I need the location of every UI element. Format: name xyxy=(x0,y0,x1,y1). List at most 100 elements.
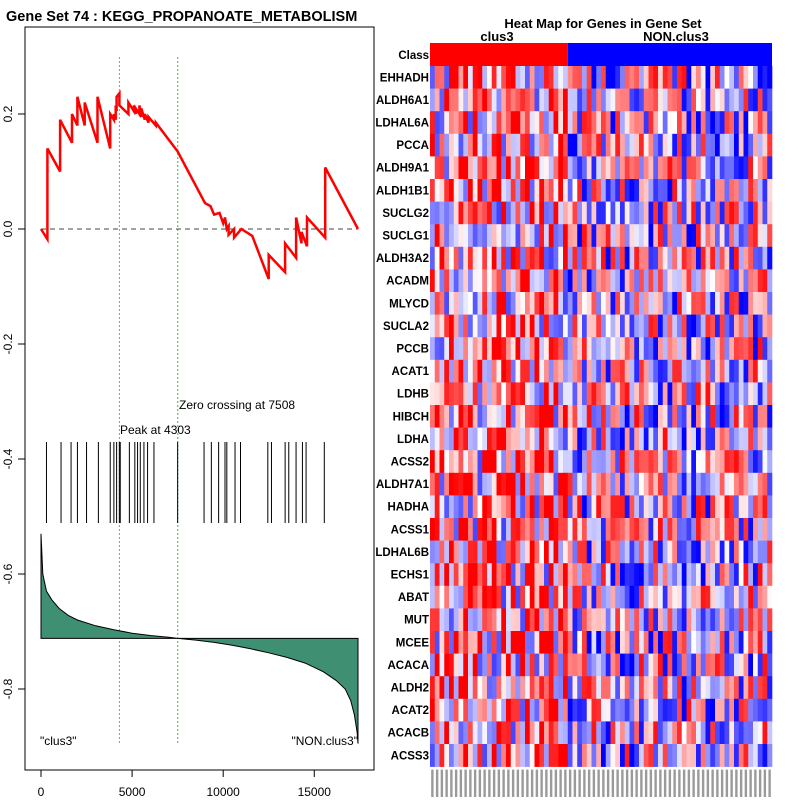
heatmap-cell xyxy=(662,337,668,361)
heatmap-cell xyxy=(591,269,597,293)
heatmap-cell xyxy=(444,518,450,541)
heatmap-cell xyxy=(439,427,445,451)
heatmap-cell xyxy=(439,563,445,587)
heatmap-cell xyxy=(767,88,773,112)
heatmap-cell xyxy=(719,450,725,474)
heatmap-cell xyxy=(734,292,740,315)
heatmap-cell xyxy=(729,427,735,451)
heatmap-cell xyxy=(553,88,559,112)
heatmap-cell xyxy=(615,495,621,519)
heatmap-cell xyxy=(748,585,754,609)
heatmap-cell xyxy=(677,201,683,225)
heatmap-cell xyxy=(691,540,697,564)
heatmap-cell xyxy=(444,292,450,315)
heatmap-cell xyxy=(629,563,635,587)
heatmap-cell xyxy=(586,744,592,767)
heatmap-cell xyxy=(506,337,512,361)
heatmap-cell xyxy=(496,744,502,767)
heatmap-cell xyxy=(577,563,583,587)
heatmap-cell xyxy=(667,653,673,677)
heatmap-cell xyxy=(463,563,469,587)
heatmap-cell xyxy=(753,246,759,270)
heatmap-cell xyxy=(738,450,744,474)
heatmap-cell xyxy=(501,88,507,112)
heatmap-cell xyxy=(458,359,464,383)
heatmap-cell xyxy=(601,292,607,315)
heatmap-cell xyxy=(525,179,531,202)
heatmap-cell xyxy=(710,495,716,519)
heatmap-cell xyxy=(491,292,497,315)
heatmap-cell xyxy=(544,450,550,474)
heatmap-cell xyxy=(648,585,654,609)
heatmap-cell xyxy=(572,246,578,270)
heatmap-cell xyxy=(729,495,735,519)
heatmap-cell xyxy=(582,472,588,496)
heatmap-cell xyxy=(539,314,545,338)
heatmap-cell xyxy=(696,246,702,270)
heatmap-cell xyxy=(624,133,630,157)
heatmap-cell xyxy=(615,721,621,745)
heatmap-cell xyxy=(696,66,702,89)
heatmap-cell xyxy=(572,608,578,632)
heatmap-cell xyxy=(468,472,474,496)
heatmap-cell xyxy=(506,314,512,338)
heatmap-cell xyxy=(563,698,569,722)
heatmap-cell xyxy=(558,314,564,338)
heatmap-cell xyxy=(477,698,483,722)
heatmap-cell xyxy=(520,224,526,248)
heatmap-cell xyxy=(724,88,730,112)
heatmap-cell xyxy=(463,450,469,474)
heatmap-cell xyxy=(544,337,550,361)
y-tick-label: -0.8 xyxy=(1,678,15,699)
heatmap-cell xyxy=(430,585,436,609)
heatmap-cell xyxy=(700,518,706,541)
heatmap-cell xyxy=(677,156,683,180)
heatmap-cell xyxy=(677,563,683,587)
y-tick-label: 0.2 xyxy=(1,105,15,122)
heatmap-cell xyxy=(653,88,659,112)
heatmap-cell xyxy=(491,269,497,293)
heatmap-cell xyxy=(601,495,607,519)
heatmap-cell xyxy=(558,224,564,248)
heatmap-cell xyxy=(458,653,464,677)
heatmap-cell xyxy=(548,292,554,315)
heatmap-cell xyxy=(501,269,507,293)
heatmap-cell xyxy=(767,246,773,270)
heatmap-cell xyxy=(686,359,692,383)
heatmap-cell xyxy=(705,744,711,767)
heatmap-cell xyxy=(648,111,654,135)
heatmap-cell xyxy=(563,495,569,519)
heatmap-cell xyxy=(748,721,754,745)
heatmap-cell xyxy=(477,721,483,745)
heatmap-cell xyxy=(477,314,483,338)
heatmap-cell xyxy=(591,721,597,745)
heatmap-cell xyxy=(615,585,621,609)
heatmap-cell xyxy=(681,133,687,157)
heatmap-cell xyxy=(453,744,459,767)
heatmap-cell xyxy=(510,631,516,654)
heatmap-cell xyxy=(662,631,668,654)
heatmap-cell xyxy=(482,246,488,270)
heatmap-cell xyxy=(586,66,592,89)
heatmap-cell xyxy=(601,653,607,677)
heatmap-cell xyxy=(629,540,635,564)
heatmap-cell xyxy=(667,495,673,519)
heatmap-cell xyxy=(577,427,583,451)
heatmap-cell xyxy=(667,224,673,248)
heatmap-cell xyxy=(738,653,744,677)
heatmap-cell xyxy=(734,337,740,361)
heatmap-cell xyxy=(582,269,588,293)
heatmap-cell xyxy=(743,585,749,609)
heatmap-cell xyxy=(748,133,754,157)
heatmap-cell xyxy=(681,450,687,474)
heatmap-cell xyxy=(520,495,526,519)
heatmap-cell xyxy=(430,631,436,654)
heatmap-cell xyxy=(629,608,635,632)
heatmap-cell xyxy=(705,721,711,745)
heatmap-cell xyxy=(520,133,526,157)
heatmap-cell xyxy=(715,359,721,383)
heatmap-cell xyxy=(434,292,440,315)
heatmap-cell xyxy=(496,179,502,202)
heatmap-cell xyxy=(539,585,545,609)
heatmap-cell xyxy=(653,382,659,406)
